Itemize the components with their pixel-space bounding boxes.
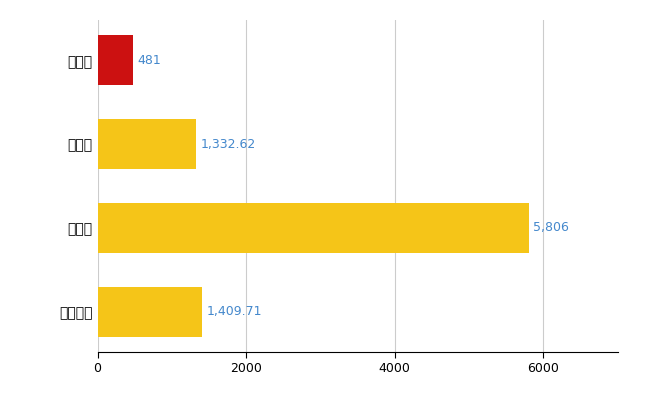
Bar (98, 203, 529, 253)
Text: 1,409.71: 1,409.71 (207, 305, 262, 318)
Text: 481: 481 (138, 54, 161, 67)
Bar (98, 35, 133, 85)
Bar (98, 287, 202, 337)
Text: 5,806: 5,806 (533, 222, 569, 234)
Bar (98, 119, 196, 169)
Text: 1,332.62: 1,332.62 (201, 138, 256, 150)
